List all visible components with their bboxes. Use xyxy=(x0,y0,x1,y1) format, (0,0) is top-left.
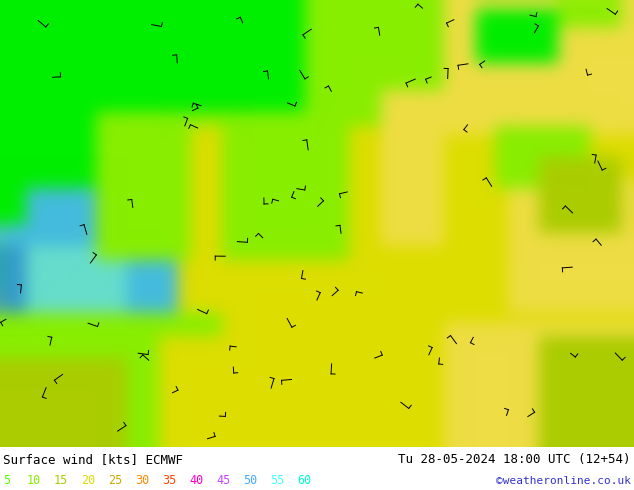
Text: 35: 35 xyxy=(162,474,176,487)
Text: Tu 28-05-2024 18:00 UTC (12+54): Tu 28-05-2024 18:00 UTC (12+54) xyxy=(399,453,631,466)
Text: 5: 5 xyxy=(3,474,10,487)
Text: 55: 55 xyxy=(270,474,284,487)
Text: 45: 45 xyxy=(216,474,230,487)
Text: 15: 15 xyxy=(54,474,68,487)
Text: 10: 10 xyxy=(27,474,41,487)
Text: 30: 30 xyxy=(135,474,149,487)
Text: 60: 60 xyxy=(297,474,311,487)
Text: Surface wind [kts] ECMWF: Surface wind [kts] ECMWF xyxy=(3,453,183,466)
Text: 40: 40 xyxy=(189,474,204,487)
Text: ©weatheronline.co.uk: ©weatheronline.co.uk xyxy=(496,475,631,486)
Text: 20: 20 xyxy=(81,474,95,487)
Text: 25: 25 xyxy=(108,474,122,487)
Text: 50: 50 xyxy=(243,474,257,487)
